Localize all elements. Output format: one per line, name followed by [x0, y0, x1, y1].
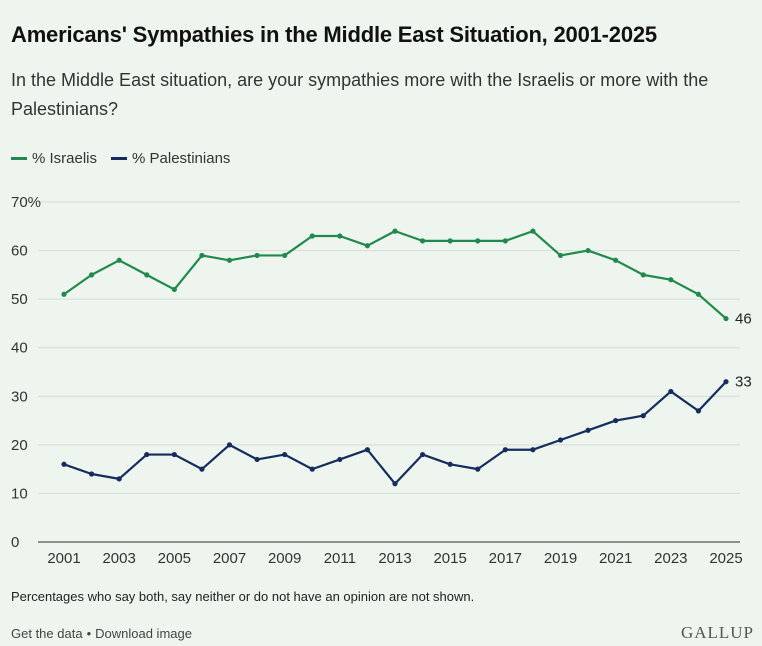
data-point-palestinians — [199, 466, 205, 472]
data-point-palestinians — [282, 451, 288, 458]
footer-separator: • — [86, 626, 92, 641]
data-point-palestinians — [502, 447, 508, 453]
data-point-israelis — [502, 238, 508, 244]
data-point-israelis — [282, 252, 288, 259]
data-point-israelis — [557, 252, 564, 259]
data-point-palestinians — [61, 461, 67, 467]
legend: % Israelis % Palestinians — [11, 150, 230, 167]
data-point-israelis — [585, 247, 591, 254]
data-point-israelis — [88, 272, 95, 278]
data-point-israelis — [475, 238, 481, 244]
x-tick-label: 2021 — [599, 550, 632, 567]
x-tick-label: 2007 — [213, 550, 246, 567]
x-tick-label: 2001 — [47, 550, 80, 567]
x-tick-label: 2017 — [489, 550, 522, 567]
legend-item-israelis: % Israelis — [11, 150, 97, 167]
data-point-israelis — [337, 233, 343, 239]
data-point-palestinians — [419, 451, 426, 458]
data-point-palestinians — [475, 466, 481, 472]
data-point-palestinians — [392, 481, 398, 487]
y-tick-label: 50 — [11, 291, 28, 308]
y-tick-label: 10 — [11, 485, 28, 502]
data-point-israelis — [171, 286, 177, 293]
data-point-palestinians — [88, 471, 95, 477]
data-point-israelis — [226, 257, 233, 263]
footer: Get the data • Download image — [11, 626, 192, 641]
data-point-israelis — [254, 252, 260, 259]
data-point-israelis — [199, 252, 205, 259]
data-point-palestinians — [171, 451, 177, 458]
data-point-israelis — [116, 257, 122, 263]
data-point-palestinians — [116, 476, 122, 482]
x-tick-label: 2011 — [324, 550, 356, 567]
end-label-israelis: 46 — [735, 311, 752, 328]
chart-subtitle: In the Middle East situation, are your s… — [11, 70, 709, 119]
data-point-israelis — [419, 238, 426, 244]
x-tick-label: 2003 — [102, 550, 135, 567]
legend-swatch-palestinians — [111, 157, 128, 160]
gallup-logo: GALLUP — [680, 623, 754, 642]
y-tick-label: 70% — [11, 194, 41, 211]
end-label-palestinians: 33 — [735, 374, 752, 391]
chart-title: Americans' Sympathies in the Middle East… — [11, 22, 657, 47]
y-tick-label: 30 — [11, 388, 28, 405]
y-tick-label: 20 — [11, 437, 28, 454]
data-point-palestinians — [723, 379, 729, 385]
data-point-israelis — [695, 291, 702, 297]
y-tick-label: 0 — [11, 534, 19, 551]
data-point-palestinians — [144, 451, 150, 458]
legend-swatch-israelis — [11, 157, 27, 160]
data-point-israelis — [613, 257, 619, 263]
get-data-link[interactable]: Get the data — [11, 626, 83, 641]
data-point-palestinians — [613, 417, 619, 424]
data-point-israelis — [392, 228, 398, 234]
x-tick-label: 2025 — [709, 550, 742, 567]
legend-item-palestinians: % Palestinians — [111, 150, 230, 167]
x-tick-label: 2009 — [268, 550, 301, 567]
x-tick-label: 2015 — [433, 550, 466, 567]
data-point-israelis — [723, 315, 729, 322]
data-point-palestinians — [640, 413, 646, 419]
data-point-palestinians — [254, 456, 260, 463]
data-point-israelis — [61, 291, 67, 297]
data-point-israelis — [640, 272, 646, 278]
data-point-israelis — [144, 272, 150, 278]
series-line-israelis — [63, 230, 727, 320]
chart-note: Percentages who say both, say neither or… — [11, 589, 475, 604]
data-point-palestinians — [364, 447, 371, 453]
x-tick-label: 2023 — [654, 550, 687, 567]
y-tick-label: 60 — [11, 243, 28, 260]
download-image-link[interactable]: Download image — [95, 626, 192, 641]
x-tick-label: 2013 — [378, 550, 411, 567]
data-point-israelis — [668, 277, 674, 283]
legend-label-palestinians: % Palestinians — [132, 150, 231, 167]
data-point-palestinians — [226, 442, 233, 448]
data-point-israelis — [447, 238, 453, 244]
data-point-palestinians — [530, 447, 536, 453]
data-point-palestinians — [557, 437, 564, 443]
data-point-palestinians — [668, 388, 674, 395]
data-point-palestinians — [337, 456, 343, 463]
data-point-israelis — [530, 228, 536, 234]
data-point-palestinians — [447, 461, 453, 467]
data-point-israelis — [309, 233, 315, 239]
data-point-israelis — [364, 243, 371, 249]
data-point-palestinians — [585, 427, 591, 433]
x-tick-label: 2019 — [544, 550, 577, 567]
series-line-palestinians — [63, 380, 727, 485]
data-point-palestinians — [309, 466, 315, 472]
data-point-palestinians — [695, 408, 702, 414]
y-tick-label: 40 — [11, 340, 28, 357]
legend-label-israelis: % Israelis — [32, 150, 98, 167]
x-tick-label: 2005 — [158, 550, 191, 567]
